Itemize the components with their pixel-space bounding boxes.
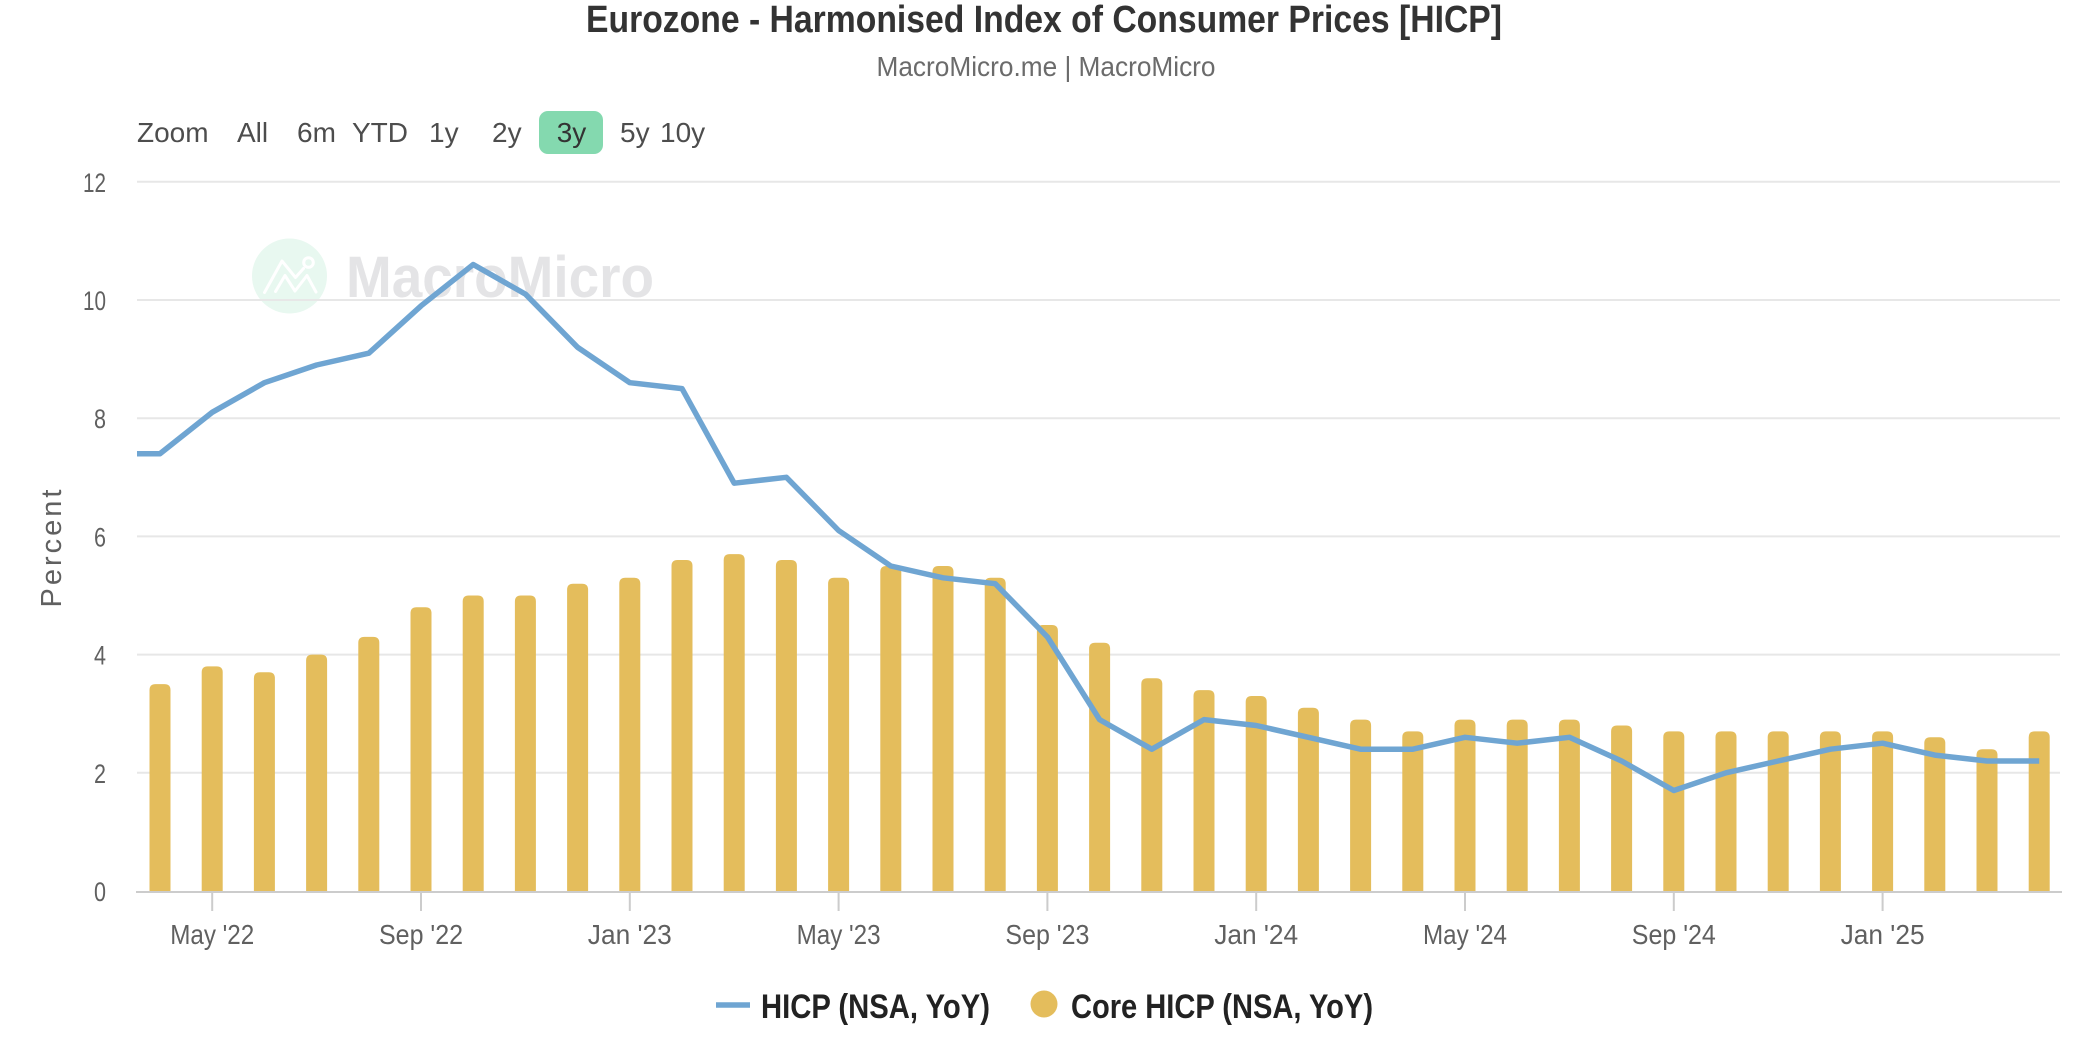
svg-text:5y: 5y [620,117,650,148]
svg-text:2y: 2y [492,117,522,148]
svg-text:Sep '23: Sep '23 [1005,919,1089,950]
svg-text:May '22: May '22 [170,919,254,950]
svg-text:8: 8 [94,404,106,434]
svg-text:1y: 1y [429,117,459,148]
svg-text:3y: 3y [557,117,587,148]
svg-text:MacroMicro.me | MacroMicro: MacroMicro.me | MacroMicro [877,51,1216,82]
svg-text:Sep '22: Sep '22 [379,919,463,950]
svg-text:May '24: May '24 [1423,919,1507,950]
svg-text:10y: 10y [660,117,705,148]
svg-text:All: All [237,117,268,148]
svg-text:10: 10 [83,286,106,316]
svg-text:Jan '24: Jan '24 [1214,919,1298,950]
svg-text:Eurozone - Harmonised Index of: Eurozone - Harmonised Index of Consumer … [586,0,1502,41]
svg-text:Zoom: Zoom [137,117,209,148]
svg-text:2: 2 [94,759,106,789]
svg-text:Jan '25: Jan '25 [1841,919,1925,950]
svg-text:Jan '23: Jan '23 [588,919,672,950]
svg-text:May '23: May '23 [797,919,881,950]
svg-text:12: 12 [83,168,106,198]
svg-text:0: 0 [94,877,106,907]
svg-text:4: 4 [94,641,106,671]
svg-text:Percent: Percent [36,487,68,608]
svg-text:Core HICP (NSA, YoY): Core HICP (NSA, YoY) [1071,988,1373,1026]
svg-text:6: 6 [94,522,106,552]
svg-text:YTD: YTD [352,117,408,148]
svg-text:Sep '24: Sep '24 [1632,919,1716,950]
svg-text:6m: 6m [297,117,336,148]
svg-text:HICP (NSA, YoY): HICP (NSA, YoY) [761,988,990,1026]
